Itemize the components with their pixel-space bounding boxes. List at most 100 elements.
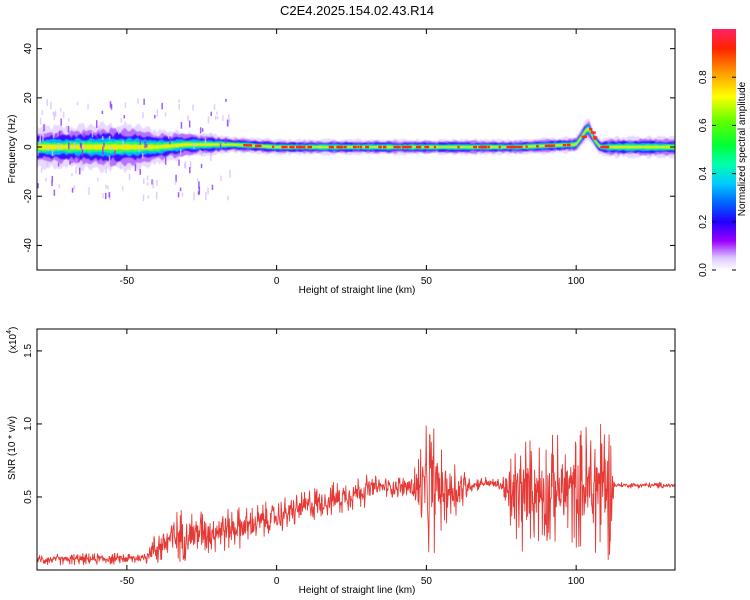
spectrogram-speckle bbox=[199, 149, 201, 155]
spectrogram-speckle bbox=[146, 175, 149, 181]
spectrogram-peak bbox=[415, 145, 422, 149]
spectrogram-speckle bbox=[137, 98, 139, 104]
spectrogram-speckle bbox=[67, 118, 70, 122]
snr-y-multiplier-base: (x10 bbox=[8, 333, 19, 353]
spectrogram-heatmap bbox=[37, 98, 675, 202]
spectrogram-peak bbox=[457, 145, 460, 149]
spectrogram-speckle bbox=[189, 167, 191, 174]
spectrogram-y-tick-label: 20 bbox=[23, 92, 34, 104]
spectrogram-speckle bbox=[47, 146, 49, 151]
spectrogram-speckle bbox=[79, 142, 82, 147]
colorbar-tick-label: 0.8 bbox=[698, 70, 709, 84]
spectrogram-speckle bbox=[155, 191, 158, 200]
colorbar-tick-label: 0.4 bbox=[698, 166, 709, 180]
spectrogram-peak bbox=[406, 145, 412, 149]
spectrogram-speckle bbox=[59, 108, 62, 112]
spectrogram-speckle bbox=[45, 178, 47, 182]
spectrogram-speckle bbox=[168, 133, 170, 139]
spectrogram-speckle bbox=[222, 115, 224, 121]
spectrogram-speckle bbox=[108, 192, 110, 198]
chart-title: C2E4.2025.154.02.43.R14 bbox=[280, 3, 434, 18]
spectrogram-speckle bbox=[204, 138, 207, 146]
spectrogram-speckle bbox=[227, 195, 229, 201]
spectrogram-peak bbox=[498, 145, 501, 149]
spectrogram-speckle bbox=[96, 135, 98, 139]
spectrogram-speckle bbox=[78, 156, 80, 162]
spectrogram-panel: -50 0 50 100 -40 -20 0 20 40 Height of straight… bbox=[7, 28, 676, 296]
spectrogram-speckle bbox=[178, 99, 180, 103]
spectrogram-speckle bbox=[187, 115, 189, 121]
spectrogram-speckle bbox=[200, 163, 203, 169]
spectrogram-peak bbox=[243, 144, 248, 147]
snr-y-tick-label: 1.0 bbox=[23, 417, 34, 431]
spectrogram-speckle bbox=[141, 152, 144, 159]
spectrogram-peak bbox=[562, 143, 567, 147]
spectrogram-speckle bbox=[103, 142, 105, 147]
snr-x-ticks: -50 0 50 100 bbox=[120, 329, 585, 587]
spectrogram-speckle bbox=[40, 167, 43, 173]
snr-y-multiplier-exp: 4 bbox=[6, 330, 13, 334]
spectrogram-speckle bbox=[83, 133, 85, 138]
colorbar-tick-label: 0.0 bbox=[698, 263, 709, 277]
spectrogram-speckle bbox=[198, 186, 201, 195]
spectrogram-speckle bbox=[87, 104, 89, 110]
spectrogram-x-tick-label: -50 bbox=[120, 276, 135, 287]
spectrogram-speckle bbox=[43, 124, 45, 132]
spectrogram-speckle bbox=[99, 128, 101, 132]
spectrogram-speckle bbox=[97, 177, 99, 182]
spectrogram-peak bbox=[544, 144, 549, 148]
spectrogram-speckle bbox=[58, 184, 60, 189]
spectrogram-peak bbox=[401, 145, 408, 149]
spectrogram-peak bbox=[512, 145, 517, 149]
spectrogram-y-tick-label: 0 bbox=[23, 144, 34, 150]
spectrogram-speckle bbox=[174, 180, 177, 185]
colorbar-tick-label: 0.6 bbox=[698, 118, 709, 132]
spectrogram-peak bbox=[307, 145, 313, 149]
spectrogram-peak bbox=[272, 145, 275, 148]
spectrogram-speckle bbox=[71, 172, 73, 177]
spectrogram-speckle bbox=[69, 161, 71, 165]
spectrogram-peak bbox=[487, 145, 490, 149]
spectrogram-speckle bbox=[154, 114, 156, 119]
spectrogram-speckle bbox=[53, 189, 56, 196]
spectrogram-speckle bbox=[180, 122, 183, 129]
spectrogram-speckle bbox=[50, 101, 52, 110]
spectrogram-speckle bbox=[142, 112, 144, 119]
spectrogram-speckle bbox=[146, 182, 149, 186]
spectrogram-speckle bbox=[207, 187, 209, 195]
spectrogram-speckle bbox=[134, 163, 137, 172]
spectrogram-speckle bbox=[175, 174, 177, 182]
snr-y-multiplier: (x104) bbox=[6, 327, 19, 354]
spectrogram-speckle bbox=[120, 118, 123, 123]
spectrogram-speckle bbox=[201, 128, 204, 132]
spectrogram-speckle bbox=[37, 183, 39, 189]
spectrogram-speckle bbox=[102, 193, 104, 199]
spectrogram-speckle bbox=[62, 111, 65, 118]
spectrogram-speckle bbox=[213, 104, 216, 110]
colorbar-tick-label: 0.2 bbox=[698, 214, 709, 228]
spectrogram-x-tick-label: 50 bbox=[421, 276, 433, 287]
spectrogram-peak bbox=[536, 145, 539, 148]
spectrogram-speckle bbox=[54, 110, 57, 117]
spectrogram-speckle bbox=[57, 143, 60, 151]
spectrogram-speckle bbox=[110, 146, 112, 150]
spectrogram-peak bbox=[343, 145, 347, 149]
colorbar-ticks: 0.0 0.2 0.4 0.6 0.8 bbox=[698, 70, 736, 277]
spectrogram-speckle bbox=[139, 168, 142, 175]
spectrogram-speckle bbox=[118, 128, 120, 135]
spectrogram-speckle bbox=[184, 161, 187, 169]
spectrogram-speckle bbox=[229, 169, 231, 178]
spectrogram-speckle bbox=[224, 138, 227, 144]
spectrogram-peak bbox=[593, 136, 598, 139]
spectrogram-speckle bbox=[152, 180, 154, 189]
spectrogram-speckle bbox=[119, 162, 122, 170]
spectrogram-speckle bbox=[151, 179, 153, 185]
spectrogram-speckle bbox=[76, 101, 79, 106]
spectrogram-peak bbox=[600, 145, 603, 149]
spectrogram-speckle bbox=[73, 142, 76, 149]
spectrogram-speckle bbox=[105, 184, 107, 189]
spectrogram-x-tick-label: 0 bbox=[274, 276, 280, 287]
spectrogram-peak bbox=[589, 128, 593, 131]
spectrogram-speckle bbox=[37, 150, 39, 156]
